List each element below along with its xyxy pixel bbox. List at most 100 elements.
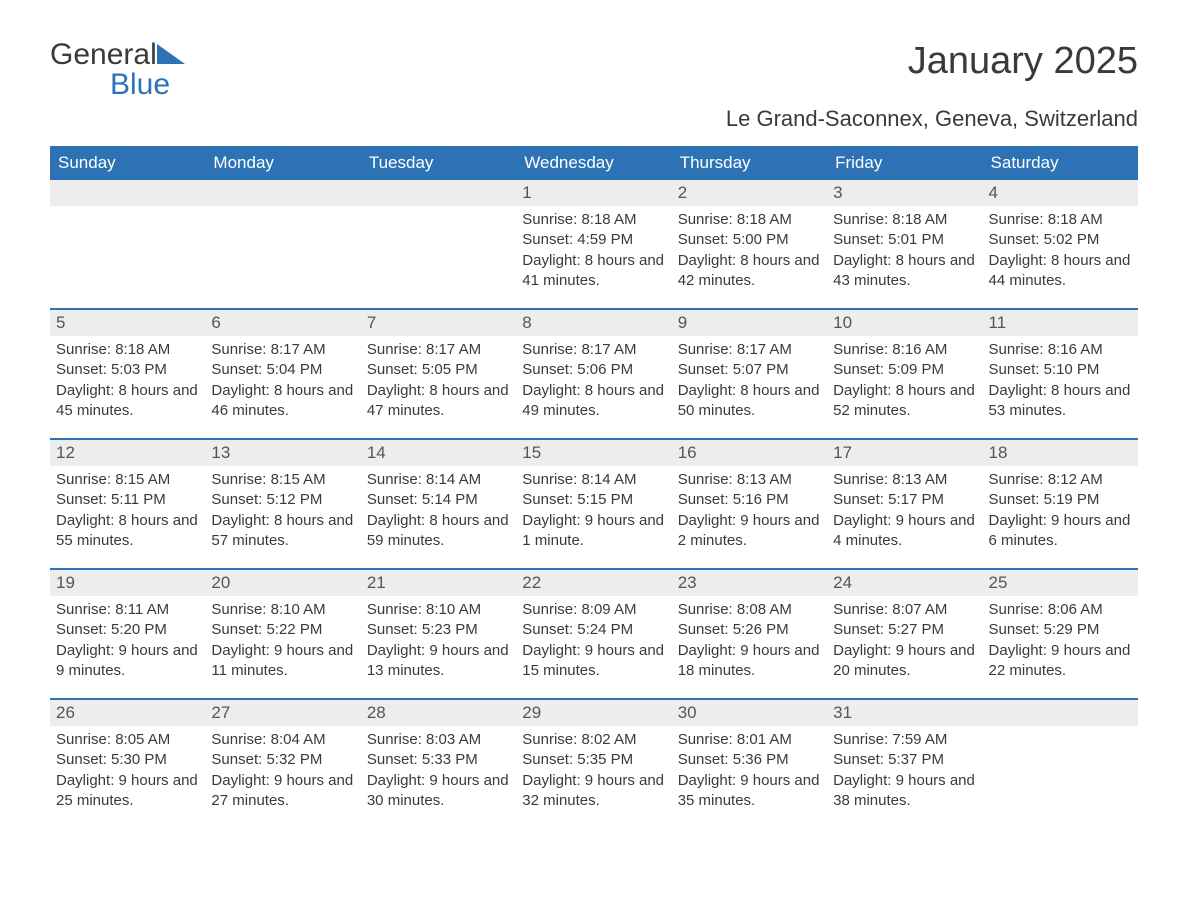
sunset-text: Sunset: 5:05 PM	[367, 360, 510, 380]
day-number: 9	[672, 310, 827, 336]
sunrise-text: Sunrise: 8:10 AM	[211, 600, 354, 620]
day-content: Sunrise: 8:15 AMSunset: 5:12 PMDaylight:…	[205, 466, 360, 561]
sunset-text: Sunset: 5:37 PM	[833, 750, 976, 770]
daylight-text: Daylight: 8 hours and 45 minutes.	[56, 381, 199, 422]
day-content: Sunrise: 8:10 AMSunset: 5:22 PMDaylight:…	[205, 596, 360, 691]
day-number	[50, 180, 205, 206]
weekday-label: Saturday	[983, 146, 1138, 180]
calendar-day: 12Sunrise: 8:15 AMSunset: 5:11 PMDayligh…	[50, 440, 205, 568]
sunrise-text: Sunrise: 8:13 AM	[678, 470, 821, 490]
day-number: 28	[361, 700, 516, 726]
sunrise-text: Sunrise: 8:14 AM	[367, 470, 510, 490]
daylight-text: Daylight: 8 hours and 42 minutes.	[678, 251, 821, 292]
sunset-text: Sunset: 5:12 PM	[211, 490, 354, 510]
sunrise-text: Sunrise: 8:15 AM	[211, 470, 354, 490]
calendar-day	[205, 180, 360, 308]
daylight-text: Daylight: 9 hours and 18 minutes.	[678, 641, 821, 682]
calendar-day: 14Sunrise: 8:14 AMSunset: 5:14 PMDayligh…	[361, 440, 516, 568]
daylight-text: Daylight: 9 hours and 2 minutes.	[678, 511, 821, 552]
day-number: 3	[827, 180, 982, 206]
calendar-day: 3Sunrise: 8:18 AMSunset: 5:01 PMDaylight…	[827, 180, 982, 308]
daylight-text: Daylight: 9 hours and 38 minutes.	[833, 771, 976, 812]
calendar-day: 8 Sunrise: 8:17 AMSunset: 5:06 PMDaylight…	[516, 310, 671, 438]
sunrise-text: Sunrise: 8:17 AM	[522, 340, 665, 360]
daylight-text: Daylight: 8 hours and 59 minutes.	[367, 511, 510, 552]
day-number: 26	[50, 700, 205, 726]
sunset-text: Sunset: 5:02 PM	[989, 230, 1132, 250]
day-content: Sunrise: 8:18 AMSunset: 4:59 PMDaylight:…	[516, 206, 671, 301]
header: General Blue January 2025	[50, 40, 1138, 100]
weekday-label: Tuesday	[361, 146, 516, 180]
calendar-day: 24Sunrise: 8:07 AMSunset: 5:27 PMDayligh…	[827, 570, 982, 698]
day-number: 10	[827, 310, 982, 336]
day-number: 7	[361, 310, 516, 336]
daylight-text: Daylight: 8 hours and 49 minutes.	[522, 381, 665, 422]
sunset-text: Sunset: 5:35 PM	[522, 750, 665, 770]
day-content: Sunrise: 8:17 AMSunset: 5:05 PMDaylight:…	[361, 336, 516, 431]
calendar-week: 5Sunrise: 8:18 AMSunset: 5:03 PMDaylight…	[50, 308, 1138, 438]
sunset-text: Sunset: 5:03 PM	[56, 360, 199, 380]
day-number: 12	[50, 440, 205, 466]
daylight-text: Daylight: 8 hours and 44 minutes.	[989, 251, 1132, 292]
calendar-day: 7Sunrise: 8:17 AMSunset: 5:05 PMDaylight…	[361, 310, 516, 438]
day-number: 14	[361, 440, 516, 466]
sunrise-text: Sunrise: 8:04 AM	[211, 730, 354, 750]
daylight-text: Daylight: 9 hours and 35 minutes.	[678, 771, 821, 812]
calendar-day: 20Sunrise: 8:10 AMSunset: 5:22 PMDayligh…	[205, 570, 360, 698]
calendar-day	[361, 180, 516, 308]
sunrise-text: Sunrise: 8:07 AM	[833, 600, 976, 620]
logo-word2: Blue	[110, 68, 170, 101]
sunrise-text: Sunrise: 8:17 AM	[678, 340, 821, 360]
day-number: 24	[827, 570, 982, 596]
day-content: Sunrise: 8:14 AMSunset: 5:14 PMDaylight:…	[361, 466, 516, 561]
calendar-day: 5Sunrise: 8:18 AMSunset: 5:03 PMDaylight…	[50, 310, 205, 438]
calendar-day: 29Sunrise: 8:02 AMSunset: 5:35 PMDayligh…	[516, 700, 671, 828]
calendar-day: 13Sunrise: 8:15 AMSunset: 5:12 PMDayligh…	[205, 440, 360, 568]
day-number: 19	[50, 570, 205, 596]
calendar-day: 1Sunrise: 8:18 AMSunset: 4:59 PMDaylight…	[516, 180, 671, 308]
daylight-text: Daylight: 9 hours and 20 minutes.	[833, 641, 976, 682]
daylight-text: Daylight: 8 hours and 47 minutes.	[367, 381, 510, 422]
calendar-day: 22Sunrise: 8:09 AMSunset: 5:24 PMDayligh…	[516, 570, 671, 698]
sunset-text: Sunset: 5:06 PM	[522, 360, 665, 380]
day-content: Sunrise: 8:13 AMSunset: 5:16 PMDaylight:…	[672, 466, 827, 561]
calendar-week: 12Sunrise: 8:15 AMSunset: 5:11 PMDayligh…	[50, 438, 1138, 568]
daylight-text: Daylight: 8 hours and 57 minutes.	[211, 511, 354, 552]
day-number: 4	[983, 180, 1138, 206]
day-number: 5	[50, 310, 205, 336]
sunrise-text: Sunrise: 8:03 AM	[367, 730, 510, 750]
day-number: 25	[983, 570, 1138, 596]
day-content: Sunrise: 8:18 AMSunset: 5:03 PMDaylight:…	[50, 336, 205, 431]
weekday-label: Monday	[205, 146, 360, 180]
sunrise-text: Sunrise: 8:05 AM	[56, 730, 199, 750]
day-content: Sunrise: 8:16 AMSunset: 5:10 PMDaylight:…	[983, 336, 1138, 431]
day-content: Sunrise: 8:10 AMSunset: 5:23 PMDaylight:…	[361, 596, 516, 691]
day-content: Sunrise: 8:18 AMSunset: 5:01 PMDaylight:…	[827, 206, 982, 301]
day-content: Sunrise: 8:18 AMSunset: 5:00 PMDaylight:…	[672, 206, 827, 301]
sunset-text: Sunset: 5:15 PM	[522, 490, 665, 510]
calendar-week: 19Sunrise: 8:11 AMSunset: 5:20 PMDayligh…	[50, 568, 1138, 698]
day-content: Sunrise: 8:18 AMSunset: 5:02 PMDaylight:…	[983, 206, 1138, 301]
sunrise-text: Sunrise: 8:18 AM	[56, 340, 199, 360]
weekday-label: Sunday	[50, 146, 205, 180]
day-number: 8	[516, 310, 671, 336]
calendar-week: 1Sunrise: 8:18 AMSunset: 4:59 PMDaylight…	[50, 180, 1138, 308]
calendar-day: 17Sunrise: 8:13 AMSunset: 5:17 PMDayligh…	[827, 440, 982, 568]
sunrise-text: Sunrise: 8:18 AM	[522, 210, 665, 230]
daylight-text: Daylight: 9 hours and 15 minutes.	[522, 641, 665, 682]
sunset-text: Sunset: 5:24 PM	[522, 620, 665, 640]
day-number: 11	[983, 310, 1138, 336]
day-number	[361, 180, 516, 206]
sunrise-text: Sunrise: 8:11 AM	[56, 600, 199, 620]
day-number: 13	[205, 440, 360, 466]
sunset-text: Sunset: 5:09 PM	[833, 360, 976, 380]
day-content: Sunrise: 8:14 AMSunset: 5:15 PMDaylight:…	[516, 466, 671, 561]
day-number: 29	[516, 700, 671, 726]
sunrise-text: Sunrise: 8:18 AM	[989, 210, 1132, 230]
location-subtitle: Le Grand-Saconnex, Geneva, Switzerland	[50, 106, 1138, 132]
sunset-text: Sunset: 5:22 PM	[211, 620, 354, 640]
daylight-text: Daylight: 9 hours and 30 minutes.	[367, 771, 510, 812]
day-content: Sunrise: 8:16 AMSunset: 5:09 PMDaylight:…	[827, 336, 982, 431]
day-number	[983, 700, 1138, 726]
calendar: Sunday Monday Tuesday Wednesday Thursday…	[50, 146, 1138, 828]
